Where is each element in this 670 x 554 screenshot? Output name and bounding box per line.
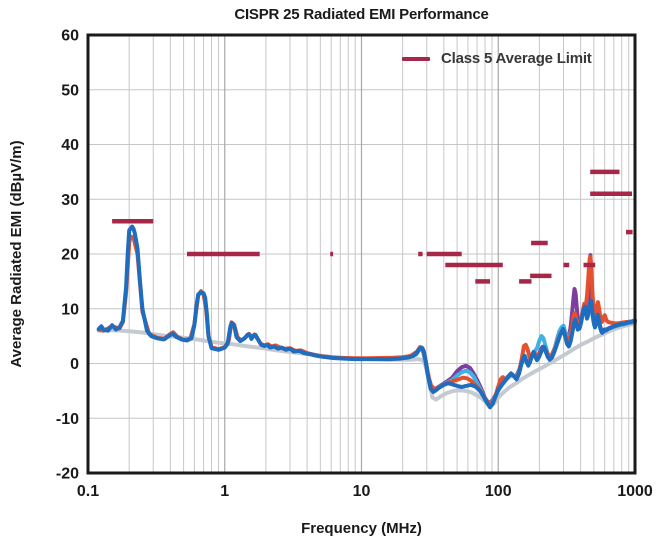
y-tick-label: 20 (61, 247, 79, 264)
x-tick-label: 0.1 (77, 483, 99, 500)
x-tick-label: 1000 (617, 483, 653, 500)
legend-label: Class 5 Average Limit (441, 50, 592, 67)
y-tick-label: 40 (61, 137, 79, 154)
y-tick-label: -10 (56, 411, 79, 428)
trace-blue (96, 224, 637, 410)
y-tick-label: 30 (61, 192, 79, 209)
x-axis-title: Frequency (MHz) (301, 520, 422, 537)
trace-gray-baseline (96, 321, 637, 409)
trace-orange-red (96, 234, 637, 407)
x-tick-label: 1 (220, 483, 229, 500)
legend-line-swatch (402, 56, 430, 61)
chart-title: CISPR 25 Radiated EMI Performance (234, 6, 489, 23)
x-tick-label: 100 (485, 483, 512, 500)
y-tick-label: -20 (56, 466, 79, 483)
y-tick-label: 50 (61, 82, 79, 99)
grid (88, 35, 635, 473)
y-tick-label: 10 (61, 301, 79, 318)
plot-border (86, 33, 637, 475)
limit-segments (112, 169, 633, 284)
y-tick-label: 0 (70, 356, 79, 373)
legend: Class 5 Average Limit (402, 50, 592, 67)
y-axis-title: Average Radiated EMI (dBµV/m) (8, 140, 25, 368)
x-tick-label: 10 (353, 483, 371, 500)
y-tick-label: 60 (61, 28, 79, 45)
